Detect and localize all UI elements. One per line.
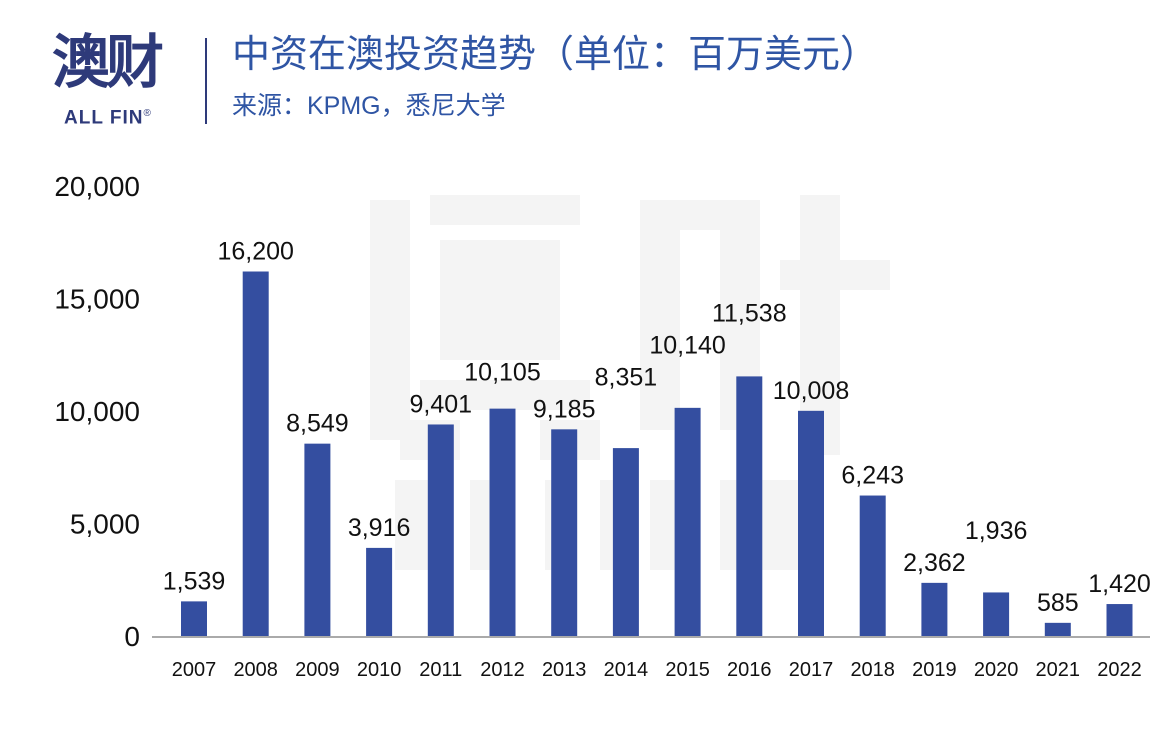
data-label: 1,936 — [965, 517, 1028, 545]
x-tick-label: 2013 — [542, 659, 587, 681]
watermark-shape — [420, 380, 590, 410]
header-divider — [205, 38, 207, 124]
data-label: 11,538 — [712, 299, 787, 327]
x-tick-label: 2007 — [172, 659, 217, 681]
bar — [551, 429, 578, 636]
chart-subtitle: 来源：KPMG，悉尼大学 — [232, 92, 506, 120]
data-label: 8,351 — [595, 363, 658, 391]
logo: 澳财 ALL FIN® — [52, 30, 197, 130]
bar — [1106, 604, 1133, 636]
x-tick-label: 2012 — [480, 659, 525, 681]
y-tick-label: 5,000 — [70, 509, 140, 540]
y-tick-label: 10,000 — [54, 396, 140, 427]
x-tick-label: 2015 — [665, 659, 710, 681]
logo-cn: 澳财 — [52, 30, 164, 95]
bar — [674, 407, 701, 636]
bar — [366, 547, 393, 636]
x-tick-label: 2021 — [1036, 659, 1081, 681]
bar — [983, 592, 1010, 636]
data-label: 8,549 — [286, 410, 349, 438]
data-label: 9,401 — [410, 390, 473, 418]
x-tick-label: 2014 — [604, 659, 649, 681]
logo-en-text: ALL FIN — [64, 107, 144, 129]
data-label: 16,200 — [217, 238, 293, 266]
watermark-shape — [640, 200, 680, 430]
bar — [181, 601, 207, 636]
bar — [427, 424, 454, 636]
data-label: 10,140 — [649, 331, 725, 359]
data-label: 1,539 — [163, 567, 226, 595]
chart-title: 中资在澳投资趋势（单位：百万美元） — [232, 34, 879, 76]
x-tick-label: 2010 — [357, 659, 402, 681]
watermark-shape — [640, 200, 760, 230]
data-label: 585 — [1037, 589, 1079, 617]
bar — [1044, 622, 1071, 636]
x-tick-label: 2019 — [912, 659, 957, 681]
y-tick-label: 0 — [124, 621, 140, 652]
watermark-shape — [720, 480, 740, 570]
x-tick-label: 2009 — [295, 659, 340, 681]
x-tick-label: 2018 — [850, 659, 895, 681]
x-tick-label: 2020 — [974, 659, 1019, 681]
x-tick-label: 2022 — [1097, 659, 1142, 681]
y-tick-label: 20,000 — [54, 171, 140, 202]
x-tick-label: 2008 — [233, 659, 278, 681]
bar — [798, 410, 824, 636]
x-tick-label: 2016 — [727, 659, 772, 681]
data-label: 10,105 — [464, 358, 540, 386]
bar — [242, 271, 269, 636]
watermark-shape — [440, 240, 560, 360]
data-label: 6,243 — [841, 462, 904, 490]
logo-en: ALL FIN® — [64, 102, 152, 130]
watermark-shape — [430, 195, 580, 225]
bar — [489, 408, 516, 636]
data-label: 9,185 — [533, 395, 596, 423]
watermark-shape — [370, 200, 410, 440]
x-tick-label: 2017 — [789, 659, 834, 681]
bar — [736, 376, 763, 636]
watermark-shape — [780, 260, 890, 290]
bar — [612, 448, 639, 636]
bar — [859, 495, 886, 636]
data-label: 1,420 — [1088, 570, 1151, 598]
bar — [921, 582, 948, 636]
data-label: 3,916 — [348, 514, 411, 542]
bar — [304, 443, 331, 636]
data-label: 10,008 — [773, 377, 849, 405]
registered-mark: ® — [143, 108, 152, 119]
y-tick-label: 15,000 — [54, 284, 140, 315]
data-label: 2,362 — [903, 549, 966, 577]
x-tick-label: 2011 — [419, 659, 462, 681]
